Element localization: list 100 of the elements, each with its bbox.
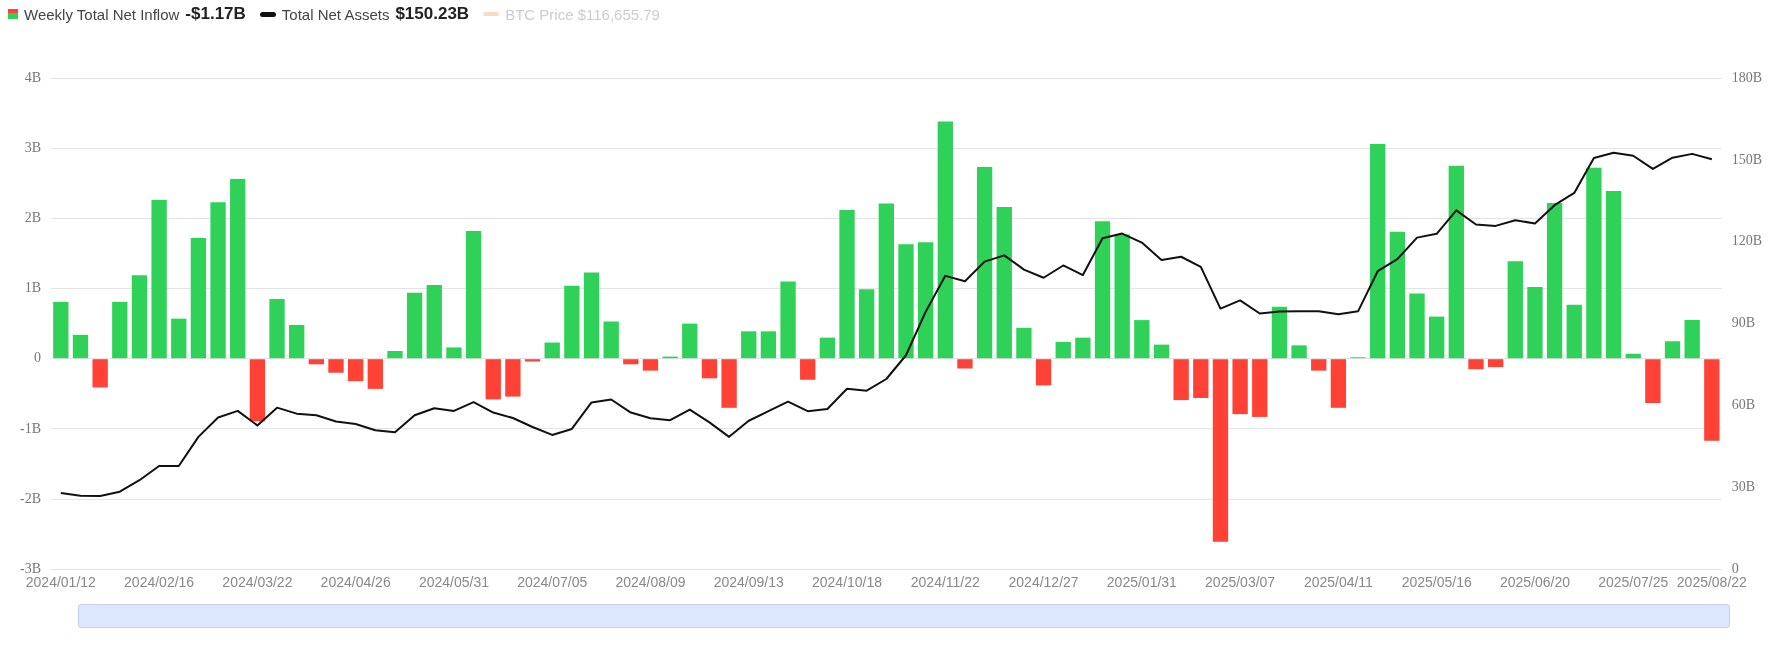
bar (819, 337, 836, 359)
bar (465, 230, 482, 359)
bar (1271, 306, 1288, 359)
bar (1212, 359, 1229, 542)
y-tick-label: -1B (20, 420, 41, 436)
bar (642, 359, 659, 371)
bar (485, 359, 501, 400)
y2-tick-label: 180B (1731, 69, 1763, 85)
y-tick-label: -2B (20, 490, 41, 506)
bar (446, 347, 462, 359)
bar (308, 359, 325, 365)
text: -$1.17B (185, 4, 246, 24)
bar (426, 285, 442, 359)
bar (898, 244, 914, 359)
y2-tick-label: 90B (1731, 315, 1756, 331)
bar (780, 281, 796, 359)
bar (917, 242, 934, 359)
bar (623, 359, 639, 365)
y2-tick-label: 120B (1731, 233, 1763, 249)
bar (289, 325, 305, 359)
bar (1468, 359, 1484, 370)
bar (721, 359, 737, 408)
bar (1311, 359, 1327, 371)
x-tick-label: 2024/07/05 (517, 574, 588, 591)
bar (1114, 234, 1130, 359)
bar (1252, 359, 1268, 417)
bar (583, 272, 600, 359)
x-tick-label: 2025/04/11 (1303, 574, 1374, 591)
bar (1527, 287, 1543, 359)
x-tick-label: 2024/01/12 (25, 574, 97, 591)
bar (1704, 359, 1720, 441)
bar (1075, 337, 1091, 359)
x-tick-label: 2024/03/22 (222, 574, 293, 591)
bar (1370, 143, 1386, 359)
bar (1409, 293, 1425, 359)
bar (72, 334, 89, 359)
bar (839, 209, 855, 359)
bar (760, 331, 777, 359)
y-tick-label: -3B (20, 560, 41, 576)
x-tick-label: 2025/05/16 (1401, 574, 1472, 591)
x-tick-label: 2024/11/22 (910, 574, 981, 591)
y-tick-label: 4B (24, 69, 41, 85)
x-tick-label: 2024/09/13 (713, 574, 784, 591)
bar (859, 289, 875, 359)
y-tick-label: 2B (24, 210, 41, 226)
x-tick-label: 2025/08/22 (1676, 574, 1748, 591)
y2-tick-label: 150B (1731, 151, 1763, 167)
bar (1566, 304, 1582, 359)
bar (1586, 167, 1602, 359)
bar (701, 359, 718, 379)
bar (1330, 359, 1347, 408)
bar (230, 179, 246, 359)
x-tick-label: 2025/06/20 (1499, 574, 1571, 591)
x-tick-label: 2024/10/18 (811, 574, 883, 591)
bar (1016, 327, 1032, 359)
bar (171, 318, 187, 359)
bar (1291, 345, 1307, 359)
bar (367, 359, 383, 389)
bar (1684, 320, 1700, 359)
legend-label: Total Net Assets (281, 5, 390, 23)
bar (1094, 221, 1111, 359)
bar (328, 359, 344, 373)
bar (564, 285, 580, 359)
bar (347, 359, 364, 382)
bar (1153, 344, 1170, 359)
bar (1055, 341, 1071, 359)
text: $150.23B (395, 4, 470, 24)
bar (1035, 359, 1052, 386)
x-tick-label: 2024/04/26 (320, 574, 391, 591)
bar (131, 275, 148, 359)
bar (1173, 359, 1189, 401)
bar (1664, 341, 1681, 359)
y-tick-label: 1B (24, 280, 41, 296)
y2-tick-label: 0 (1731, 560, 1739, 576)
x-tick-label: 2025/07/25 (1598, 574, 1669, 591)
bar (387, 350, 403, 359)
bar (1232, 359, 1248, 415)
bar (112, 301, 128, 359)
bar (976, 167, 993, 359)
x-tick-label: 2024/08/09 (615, 574, 686, 591)
bar (1448, 165, 1464, 359)
x-tick-label: 2025/01/31 (1106, 574, 1178, 591)
bar (937, 121, 953, 359)
bar (682, 323, 698, 359)
bar (53, 301, 69, 359)
bar (1645, 359, 1661, 403)
y-tick-label: 0 (34, 350, 41, 366)
bar (1546, 202, 1563, 359)
y2-tick-label: 30B (1731, 479, 1756, 495)
bar (151, 200, 167, 359)
bar (1134, 320, 1150, 359)
bar (1487, 359, 1504, 368)
y-tick-label: 3B (24, 139, 41, 155)
bar (1389, 231, 1406, 359)
bar (190, 237, 207, 359)
bar (800, 359, 816, 380)
x-tick-label: 2024/12/27 (1008, 574, 1079, 591)
bar (505, 359, 521, 397)
bar (1429, 316, 1445, 359)
bar (1605, 190, 1622, 359)
